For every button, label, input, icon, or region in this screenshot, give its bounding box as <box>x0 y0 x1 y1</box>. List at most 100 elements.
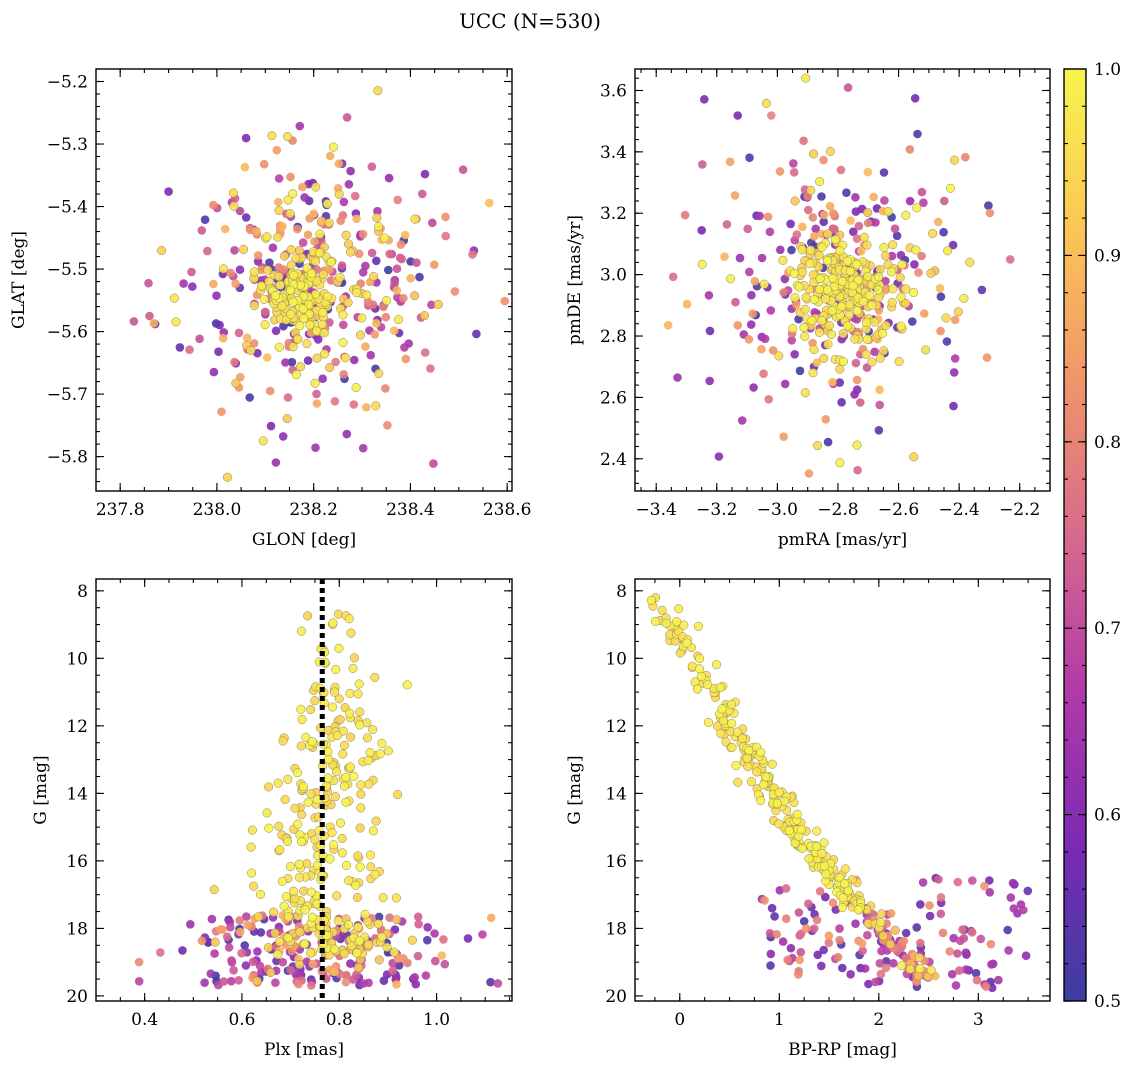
scatter-point <box>1004 946 1013 955</box>
scatter-point <box>311 443 320 453</box>
scatter-point <box>305 320 315 330</box>
scatter-point <box>737 416 747 425</box>
scatter-point <box>278 957 288 967</box>
scatter-point <box>833 952 843 962</box>
scatter-point <box>941 313 951 323</box>
scatter-point <box>761 98 771 108</box>
scatter-point <box>772 930 781 939</box>
scatter-point <box>980 881 989 891</box>
scatter-point <box>235 206 245 216</box>
scatter-point <box>857 246 866 256</box>
scatter-point <box>804 899 813 908</box>
scatter-point <box>352 214 361 224</box>
scatter-point <box>790 350 799 359</box>
axes-frame <box>634 68 1051 492</box>
scatter-point <box>680 210 690 220</box>
scatter-point <box>356 780 366 790</box>
scatter-point <box>815 176 825 187</box>
scatter-point <box>262 808 272 818</box>
scatter-point <box>258 436 268 446</box>
scatter-point <box>279 251 290 261</box>
scatter-point <box>337 261 347 270</box>
scatter-point <box>790 293 800 303</box>
scatter-point <box>418 189 427 199</box>
scatter-point <box>926 268 936 278</box>
scatter-point <box>852 385 862 395</box>
scatter-point <box>779 432 788 442</box>
scatter-point <box>252 976 262 986</box>
scatter-point <box>279 901 289 911</box>
scatter-point <box>285 208 295 219</box>
scatter-point <box>303 230 313 240</box>
scatter-point <box>318 307 328 317</box>
y-axis-label: pmDE [mas/yr] <box>565 215 585 345</box>
x-tick-label: −2.2 <box>999 500 1040 520</box>
scatter-point <box>200 215 210 224</box>
scatter-point <box>829 209 838 218</box>
scatter-point <box>945 183 956 193</box>
scatter-point <box>837 276 847 286</box>
scatter-point <box>298 182 307 192</box>
scatter-point <box>950 354 960 363</box>
axes-frame <box>95 68 513 492</box>
scatter-point <box>271 326 281 336</box>
scatter-point <box>171 317 181 327</box>
scatter-point <box>942 337 952 346</box>
scatter-point <box>384 173 394 183</box>
scatter-point <box>366 862 376 872</box>
scatter-point <box>207 914 217 924</box>
scatter-point <box>338 749 348 759</box>
scatter-point <box>286 172 295 182</box>
scatter-point <box>355 936 365 946</box>
x-tick-label: 238.2 <box>289 500 338 520</box>
scatter-point <box>854 221 864 231</box>
scatter-point <box>901 928 911 938</box>
scatter-point <box>853 465 862 475</box>
scatter-point <box>863 207 873 218</box>
scatter-point <box>353 851 363 861</box>
scatter-point <box>836 165 846 175</box>
y-tick-label: 16 <box>66 852 88 872</box>
scatter-point <box>235 265 245 275</box>
scatter-point <box>772 798 782 808</box>
scatter-point <box>909 287 919 298</box>
scatter-point <box>310 256 321 266</box>
scatter-point <box>179 279 188 288</box>
scatter-point <box>798 222 807 232</box>
scatter-point <box>281 892 291 902</box>
scatter-point <box>378 893 388 903</box>
x-tick-label: 2 <box>873 1010 884 1030</box>
scatter-point <box>377 738 387 748</box>
scatter-point <box>344 920 354 930</box>
scatter-point <box>285 862 296 872</box>
scatter-point <box>246 345 256 355</box>
scatter-point <box>756 795 766 806</box>
scatter-point <box>657 605 667 615</box>
scatter-point <box>272 145 282 155</box>
scatter-point <box>663 320 673 330</box>
scatter-point <box>282 414 292 424</box>
scatter-point <box>400 343 409 352</box>
scatter-point <box>296 362 306 372</box>
scatter-point <box>310 237 319 246</box>
scatter-point <box>918 878 928 887</box>
scatter-point <box>859 232 869 242</box>
scatter-point <box>222 932 232 941</box>
scatter-point <box>401 354 411 364</box>
scatter-point <box>861 318 872 328</box>
scatter-point <box>308 959 318 969</box>
scatter-point <box>335 818 346 828</box>
y-axis-label: G [mag] <box>31 755 51 824</box>
scatter-point <box>921 345 931 355</box>
scatter-point <box>925 901 934 910</box>
scatter-point <box>817 961 826 971</box>
scatter-point <box>913 129 922 139</box>
scatter-point <box>134 977 144 986</box>
scatter-point <box>157 246 167 256</box>
scatter-point <box>291 370 301 380</box>
scatter-point <box>249 267 260 277</box>
scatter-point <box>759 369 768 379</box>
scatter-point <box>352 892 362 903</box>
scatter-point <box>169 293 179 303</box>
scatter-point <box>311 182 321 192</box>
